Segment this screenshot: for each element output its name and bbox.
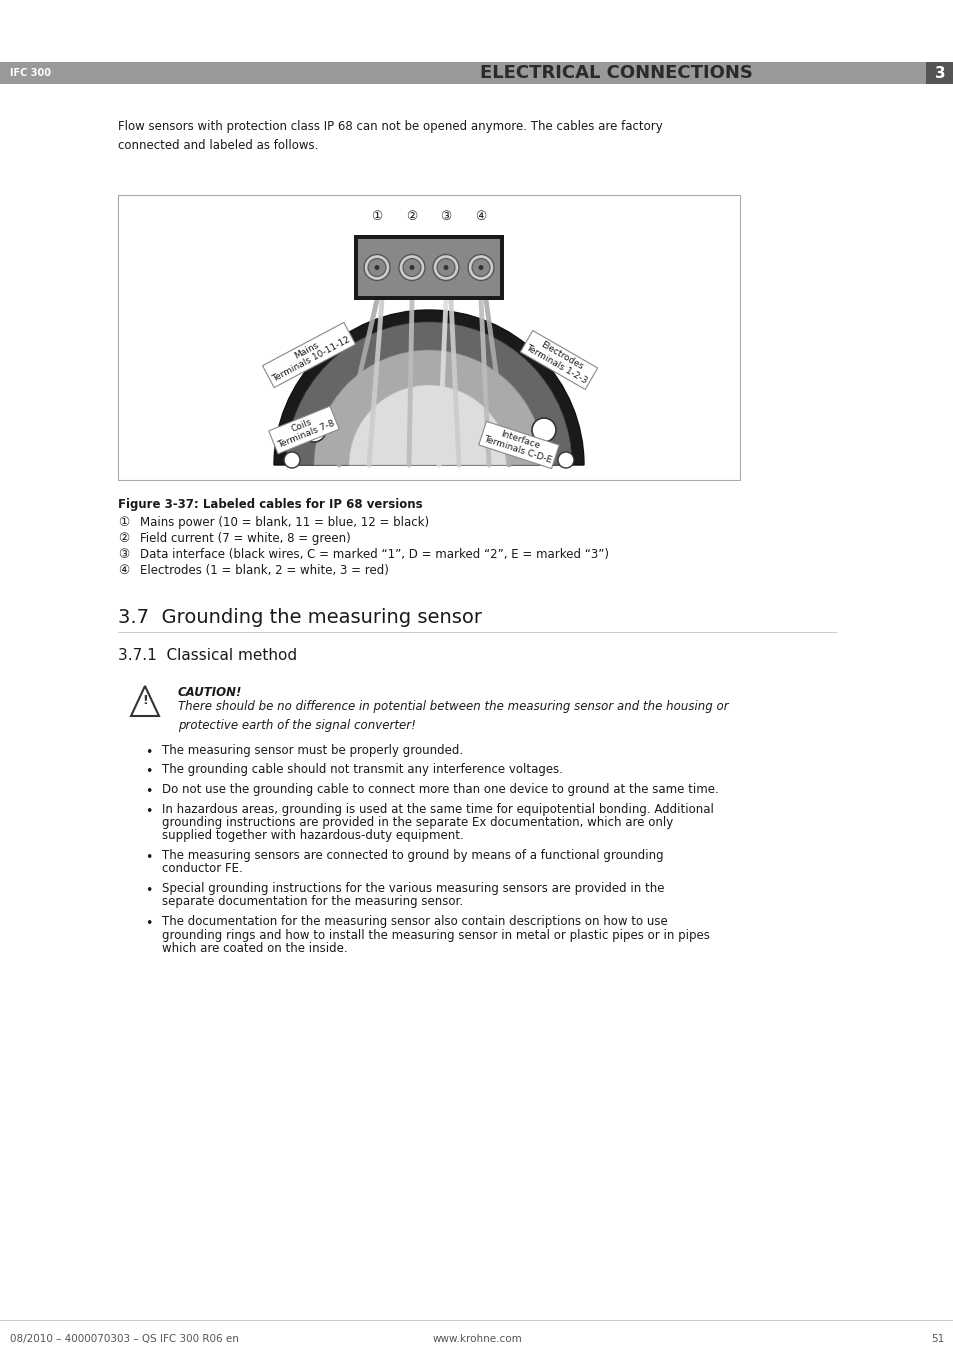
Text: Electrodes (1 = blank, 2 = white, 3 = red): Electrodes (1 = blank, 2 = white, 3 = re… [140,563,389,577]
Text: Electrodes
Terminals 1-2-3: Electrodes Terminals 1-2-3 [523,334,594,386]
Circle shape [472,258,490,277]
Text: The measuring sensors are connected to ground by means of a functional grounding: The measuring sensors are connected to g… [162,848,663,862]
Circle shape [478,265,483,270]
Text: ③: ③ [440,211,451,223]
Text: ④: ④ [475,211,486,223]
Text: !: ! [142,693,148,707]
Wedge shape [274,309,583,465]
Text: Mains
Terminals 10-11-12: Mains Terminals 10-11-12 [266,326,352,384]
Text: CAUTION!: CAUTION! [178,686,242,698]
Text: •: • [145,804,152,817]
Text: Flow sensors with protection class IP 68 can not be opened anymore. The cables a: Flow sensors with protection class IP 68… [118,120,662,153]
Text: 3: 3 [934,65,944,81]
Text: ELECTRICAL CONNECTIONS: ELECTRICAL CONNECTIONS [479,63,752,82]
Text: grounding rings and how to install the measuring sensor in metal or plastic pipe: grounding rings and how to install the m… [162,928,709,942]
Text: •: • [145,785,152,798]
Text: grounding instructions are provided in the separate Ex documentation, which are : grounding instructions are provided in t… [162,816,673,830]
Text: 3.7.1  Classical method: 3.7.1 Classical method [118,648,296,663]
Text: separate documentation for the measuring sensor.: separate documentation for the measuring… [162,896,462,908]
Bar [118,195,740,480]
Text: In hazardous areas, grounding is used at the same time for equipotential bonding: In hazardous areas, grounding is used at… [162,802,713,816]
Text: •: • [145,851,152,865]
Circle shape [364,254,390,281]
Circle shape [302,417,326,442]
Circle shape [532,417,556,442]
Circle shape [443,265,448,270]
Text: The grounding cable should not transmit any interference voltages.: The grounding cable should not transmit … [162,763,562,777]
Circle shape [436,258,455,277]
Text: Interface
Terminals C-D-E: Interface Terminals C-D-E [481,424,556,465]
Text: ②: ② [118,532,129,544]
Bar [354,235,503,300]
Circle shape [284,453,299,467]
Text: Special grounding instructions for the various measuring sensors are provided in: Special grounding instructions for the v… [162,882,664,894]
Polygon shape [131,686,159,716]
Text: Coils
Terminals 7-8: Coils Terminals 7-8 [272,409,335,450]
Text: Mains power (10 = blank, 11 = blue, 12 = black): Mains power (10 = blank, 11 = blue, 12 =… [140,516,429,530]
Circle shape [433,254,458,281]
Text: www.krohne.com: www.krohne.com [432,1333,521,1344]
Circle shape [398,254,424,281]
Text: 08/2010 – 4000070303 – QS IFC 300 R06 en: 08/2010 – 4000070303 – QS IFC 300 R06 en [10,1333,238,1344]
Text: ①: ① [118,516,129,530]
Text: ③: ③ [118,549,129,561]
Bar [0,62,953,84]
Text: ④: ④ [118,563,129,577]
Text: There should be no difference in potential between the measuring sensor and the : There should be no difference in potenti… [178,700,728,731]
Text: 51: 51 [930,1333,943,1344]
Text: IFC 300: IFC 300 [10,68,51,78]
Circle shape [375,265,379,270]
Wedge shape [314,350,543,465]
Text: Figure 3-37: Labeled cables for IP 68 versions: Figure 3-37: Labeled cables for IP 68 ve… [118,499,422,511]
Text: •: • [145,766,152,778]
Text: Do not use the grounding cable to connect more than one device to ground at the : Do not use the grounding cable to connec… [162,784,718,796]
Circle shape [368,258,386,277]
Wedge shape [349,385,509,465]
Text: ②: ② [406,211,417,223]
Text: •: • [145,884,152,897]
Text: The measuring sensor must be properly grounded.: The measuring sensor must be properly gr… [162,744,462,757]
Text: Data interface (black wires, C = marked “1”, D = marked “2”, E = marked “3”): Data interface (black wires, C = marked … [140,549,608,561]
Text: supplied together with hazardous-duty equipment.: supplied together with hazardous-duty eq… [162,830,463,843]
Wedge shape [286,322,572,465]
Text: conductor FE.: conductor FE. [162,862,242,875]
Circle shape [468,254,494,281]
Bar [925,62,953,84]
Text: ①: ① [371,211,382,223]
Circle shape [409,265,414,270]
Text: Field current (7 = white, 8 = green): Field current (7 = white, 8 = green) [140,532,351,544]
Text: The documentation for the measuring sensor also contain descriptions on how to u: The documentation for the measuring sens… [162,915,667,928]
Circle shape [402,258,420,277]
Text: 3.7  Grounding the measuring sensor: 3.7 Grounding the measuring sensor [118,608,481,627]
Circle shape [558,453,574,467]
Bar [357,239,499,296]
Text: which are coated on the inside.: which are coated on the inside. [162,942,347,955]
Text: •: • [145,746,152,759]
Text: •: • [145,917,152,929]
